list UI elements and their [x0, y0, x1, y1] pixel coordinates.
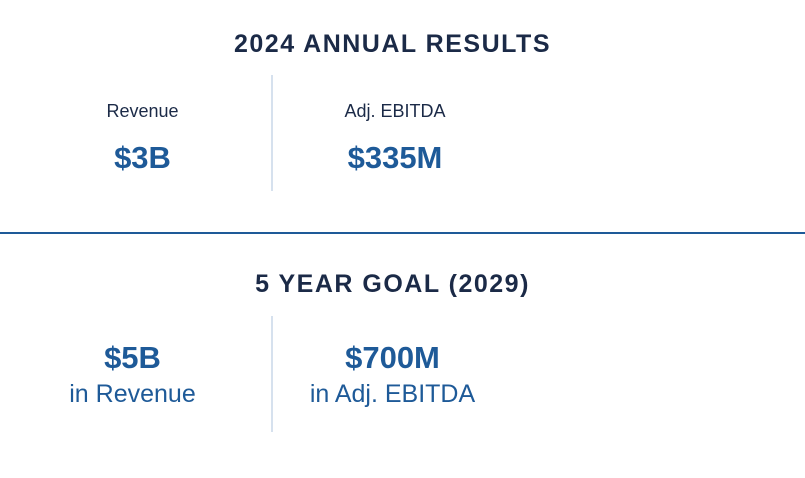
goal-ebitda-value: $700M: [345, 340, 440, 375]
adj-ebitda-value: $335M: [347, 140, 443, 175]
goal-revenue-caption: in Revenue: [69, 380, 196, 408]
annual-results-title: 2024 ANNUAL RESULTS: [234, 30, 551, 58]
goal-revenue-value: $5B: [104, 340, 161, 375]
revenue-value: $3B: [114, 140, 171, 175]
goal-ebitda-caption: in Adj. EBITDA: [309, 380, 476, 408]
adj-ebitda-label: Adj. EBITDA: [344, 101, 446, 121]
revenue-label: Revenue: [106, 101, 179, 121]
goal-metrics-divider: [271, 316, 273, 432]
five-year-goal-title: 5 YEAR GOAL (2029): [255, 270, 530, 298]
section-divider: [0, 232, 805, 234]
annual-metrics-divider: [271, 75, 273, 191]
